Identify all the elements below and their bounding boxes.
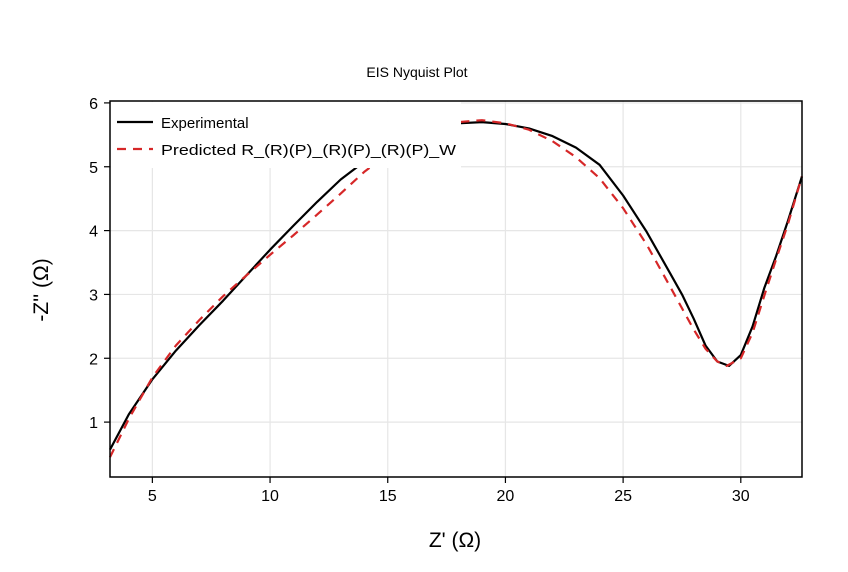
series-group xyxy=(109,119,804,458)
y-tick-label: 4 xyxy=(89,224,98,241)
x-tick-label: 5 xyxy=(148,488,157,505)
legend-label-predicted: Predicted R_(R)(P)_(R)(P)_(R)(P)_W xyxy=(161,142,457,159)
x-axis-label: Z' (Ω) xyxy=(429,529,481,552)
legend-label-experimental: Experimental xyxy=(161,115,249,132)
legend: Experimental Predicted R_(R)(P)_(R)(P)_(… xyxy=(111,102,461,168)
plot-frame xyxy=(109,100,803,478)
x-tick-label: 20 xyxy=(497,488,515,505)
x-tick-label: 25 xyxy=(614,488,632,505)
x-tick-label: 30 xyxy=(732,488,750,505)
series-line-experimental xyxy=(109,121,804,451)
y-tick-label: 6 xyxy=(89,96,98,113)
x-tick-label: 10 xyxy=(261,488,279,505)
legend-background xyxy=(111,102,461,168)
y-tick-label: 2 xyxy=(89,351,98,368)
series-line-predicted xyxy=(109,119,804,458)
y-tick-label: 1 xyxy=(89,415,98,432)
x-tick-label: 15 xyxy=(379,488,397,505)
y-axis-label: -Z'' (Ω) xyxy=(30,258,53,321)
axis-ticks: 5 10 15 20 25 30 1 2 3 4 5 6 xyxy=(89,96,750,505)
y-tick-label: 3 xyxy=(89,287,98,304)
y-tick-label: 5 xyxy=(89,160,98,177)
chart-title: EIS Nyquist Plot xyxy=(366,64,467,80)
